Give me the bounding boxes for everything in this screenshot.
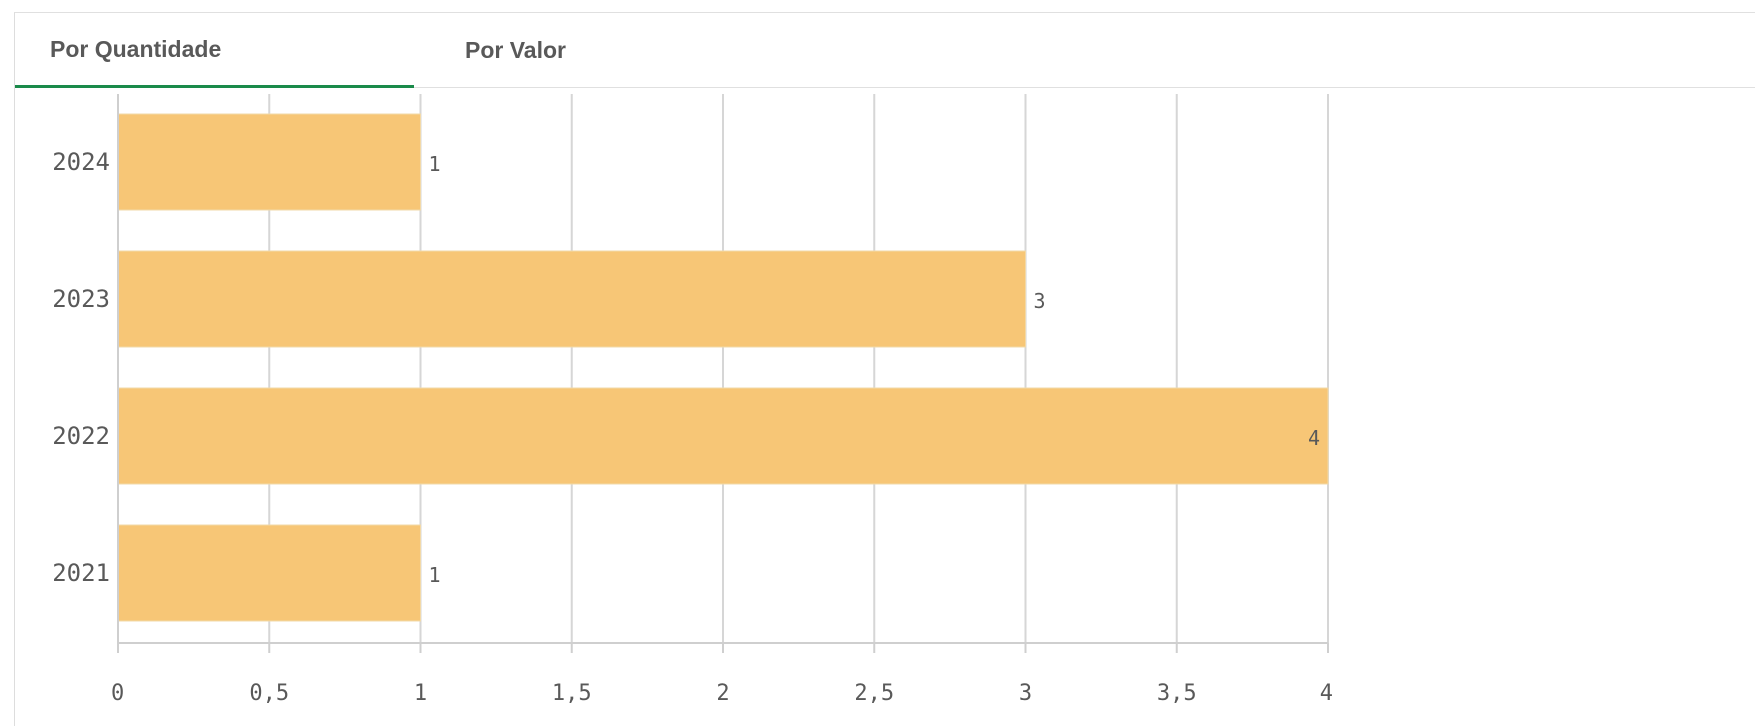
x-tick-label: 2,5 <box>854 681 894 706</box>
chart-panel <box>14 12 1755 726</box>
bar <box>117 113 421 211</box>
bar <box>117 524 421 622</box>
data-label: 1 <box>429 152 441 176</box>
category-label: 2022 <box>52 422 110 450</box>
data-label: 1 <box>429 563 441 587</box>
x-tick-label: 1,5 <box>552 681 592 706</box>
tab-por-quantidade[interactable]: Por Quantidade <box>15 13 414 88</box>
tab-por-valor[interactable]: Por Valor <box>465 37 566 63</box>
x-tick-label: 3 <box>1019 681 1032 706</box>
category-label: 2021 <box>52 559 110 587</box>
x-tick-label: 4 <box>1320 681 1333 706</box>
x-tick-label: 0 <box>111 681 124 706</box>
x-tick-label: 3,5 <box>1157 681 1197 706</box>
x-tick-label: 0,5 <box>249 681 289 706</box>
data-label: 4 <box>1308 426 1320 450</box>
category-label: 2024 <box>52 148 110 176</box>
bar <box>117 250 1026 348</box>
tab-bar: Por Quantidade Por Valor <box>15 13 1755 88</box>
category-label: 2023 <box>52 285 110 313</box>
data-label: 3 <box>1034 289 1046 313</box>
bar <box>117 387 1329 485</box>
x-tick-label: 2 <box>716 681 729 706</box>
x-tick-label: 1 <box>414 681 427 706</box>
